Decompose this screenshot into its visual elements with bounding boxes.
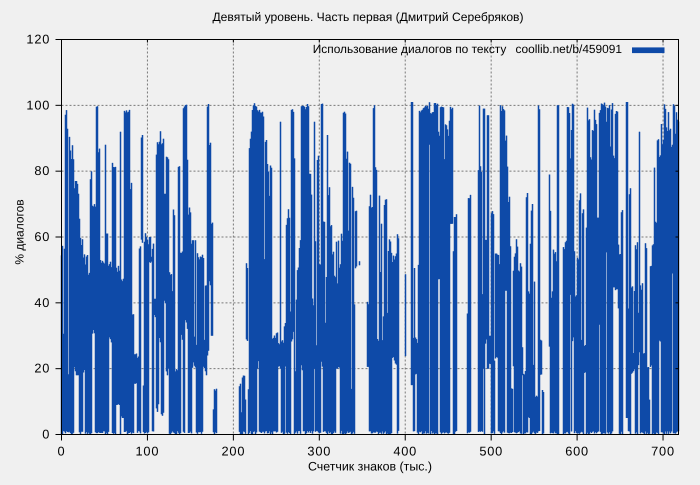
svg-text:40: 40 bbox=[34, 295, 50, 310]
svg-text:300: 300 bbox=[307, 444, 331, 459]
svg-text:120: 120 bbox=[26, 32, 50, 47]
svg-text:% диалогов: % диалогов bbox=[13, 199, 27, 264]
svg-text:100: 100 bbox=[136, 444, 160, 459]
svg-text:Использование диалогов по текс: Использование диалогов по тексту coollib… bbox=[313, 42, 623, 56]
svg-text:700: 700 bbox=[651, 444, 675, 459]
svg-text:20: 20 bbox=[34, 361, 50, 376]
svg-text:80: 80 bbox=[34, 163, 50, 178]
svg-text:400: 400 bbox=[393, 444, 417, 459]
svg-text:500: 500 bbox=[479, 444, 503, 459]
svg-text:0: 0 bbox=[42, 427, 50, 442]
svg-text:200: 200 bbox=[222, 444, 246, 459]
svg-text:60: 60 bbox=[34, 229, 50, 244]
svg-text:600: 600 bbox=[565, 444, 589, 459]
svg-text:Счетчик знаков (тыс.): Счетчик знаков (тыс.) bbox=[308, 460, 432, 474]
svg-text:Девятый уровень. Часть первая: Девятый уровень. Часть первая (Дмитрий С… bbox=[212, 10, 523, 24]
svg-text:0: 0 bbox=[58, 444, 66, 459]
svg-text:100: 100 bbox=[26, 97, 50, 112]
